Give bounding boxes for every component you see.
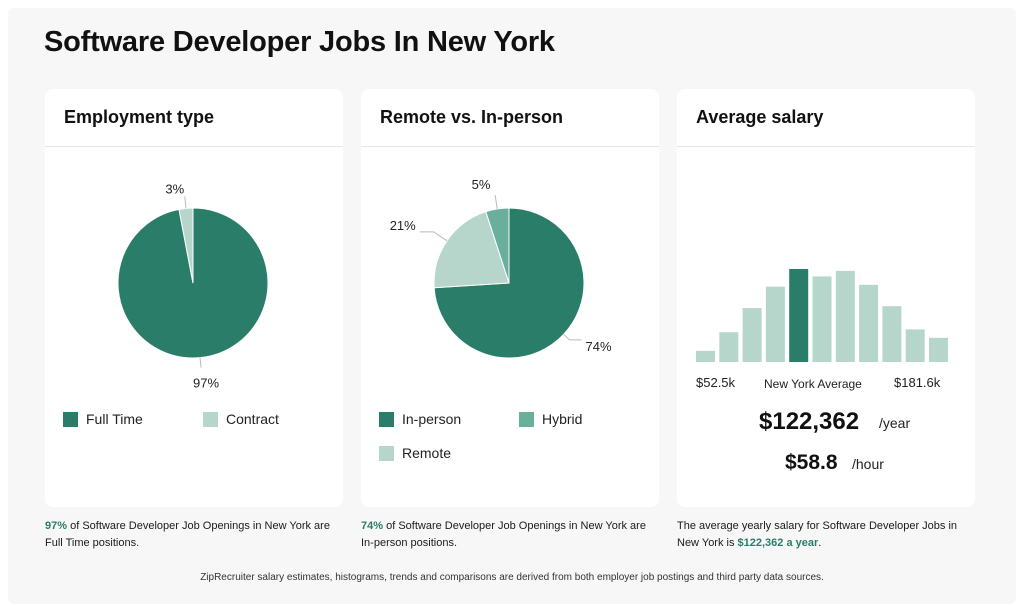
salary-hourly-unit: /hour xyxy=(852,456,884,472)
legend-remote: Remote xyxy=(379,445,451,461)
salary-bar-6 xyxy=(835,270,855,362)
footer-disclaimer: ZipRecruiter salary estimates, histogram… xyxy=(200,572,824,583)
legend-hybrid: Hybrid xyxy=(519,411,582,427)
salary-bar-5 xyxy=(812,276,832,362)
salary-bar-2 xyxy=(742,308,762,362)
salary-mid-label: New York Average xyxy=(764,377,862,391)
legend-label-remote: Remote xyxy=(402,445,452,461)
remote-card: Remote vs. In-person 74% 21% 5% In-person … xyxy=(361,89,659,507)
salary-yearly-unit: /year xyxy=(879,415,911,431)
salary-bar-3 xyxy=(765,286,785,362)
remote-pie: 74% 21% 5% xyxy=(390,177,612,359)
employment-caption: 97% of Software Developer Job Openings i… xyxy=(45,518,343,552)
salary-caption: The average yearly salary for Software D… xyxy=(677,518,977,552)
remote-label-2: 21% xyxy=(390,218,416,233)
salary-min-label: $52.5k xyxy=(696,375,736,390)
employment-type-pie: 97% 3% xyxy=(117,181,269,391)
salary-caption-text: The average yearly salary for Software D… xyxy=(677,520,958,549)
salary-bar-0 xyxy=(696,350,715,362)
legend-label-hybrid: Hybrid xyxy=(542,411,583,427)
employment-caption-text: of Software Developer Job Openings in Ne… xyxy=(45,520,330,549)
remote-title: Remote vs. In-person xyxy=(361,89,659,147)
page-title: Software Developer Jobs In New York xyxy=(44,26,555,58)
legend-in-person: In-person xyxy=(379,411,461,427)
legend-contract: Contract xyxy=(203,411,279,427)
remote-caption-pct: 74% xyxy=(361,520,384,532)
remote-leader-0 xyxy=(563,333,582,341)
legend-swatch-full-time xyxy=(63,411,78,427)
salary-yearly: $122,362 xyxy=(759,408,860,435)
salary-card: Average salary $52.5k New York Average $… xyxy=(677,89,975,507)
legend-label-contract: Contract xyxy=(226,411,279,427)
remote-label-0: 74% xyxy=(586,339,612,354)
salary-bar-10 xyxy=(929,337,948,362)
salary-caption-highlight: $122,362 a year xyxy=(737,537,819,549)
legend-swatch-in-person xyxy=(379,411,394,427)
employment-type-title: Employment type xyxy=(45,89,343,147)
remote-slice-hybrid xyxy=(485,207,510,284)
salary-hourly: $58.8 xyxy=(785,451,838,474)
salary-bar-8 xyxy=(882,306,902,362)
salary-max-label: $181.6k xyxy=(894,375,941,390)
remote-caption: 74% of Software Developer Job Openings i… xyxy=(361,518,659,552)
legend-swatch-remote xyxy=(379,445,394,461)
employment-label-1: 3% xyxy=(165,181,184,196)
salary-title: Average salary xyxy=(677,89,975,147)
salary-bar-9 xyxy=(905,329,925,362)
salary-histogram xyxy=(696,269,948,362)
employment-label-0: 97% xyxy=(193,376,219,391)
remote-caption-text: of Software Developer Job Openings in Ne… xyxy=(361,520,646,549)
legend-full-time: Full Time xyxy=(63,411,143,427)
remote-leader-2 xyxy=(419,231,448,242)
remote-slice-remote xyxy=(433,211,510,289)
salary-bar-4 xyxy=(789,269,809,362)
salary-bar-7 xyxy=(859,284,879,362)
employment-leader-1 xyxy=(184,196,187,209)
salary-bar-1 xyxy=(719,332,739,362)
remote-leader-1 xyxy=(494,195,498,210)
legend-label-in-person: In-person xyxy=(402,411,462,427)
employment-type-card: Employment type 97% 3% Full Time Contract xyxy=(45,89,343,507)
legend-swatch-contract xyxy=(203,411,218,427)
legend-label-full-time: Full Time xyxy=(86,411,143,427)
salary-caption-end: . xyxy=(818,537,822,549)
legend-swatch-hybrid xyxy=(519,411,534,427)
remote-label-1: 5% xyxy=(472,177,491,192)
employment-caption-pct: 97% xyxy=(45,520,68,532)
employment-leader-0 xyxy=(199,357,202,368)
